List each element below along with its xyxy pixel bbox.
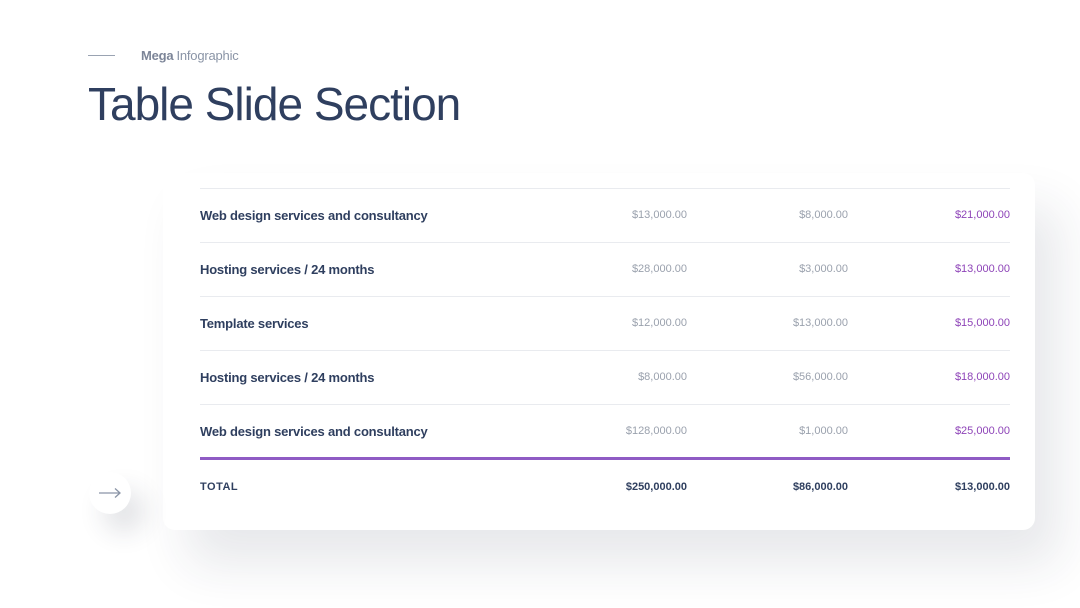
row-value-1: $128,000.00: [625, 425, 687, 437]
row-value-2: $3,000.00: [799, 263, 848, 275]
arrow-right-icon: [99, 488, 121, 498]
row-label: Web design services and consultancy: [200, 424, 428, 439]
table-row: Template services $12,000.00 $13,000.00 …: [200, 297, 1010, 351]
row-value-3: $25,000.00: [954, 425, 1010, 437]
next-button[interactable]: [89, 472, 131, 514]
total-value-2: $86,000.00: [792, 481, 848, 493]
row-label: Hosting services / 24 months: [200, 262, 375, 277]
row-value-3: $13,000.00: [954, 263, 1010, 275]
page-title: Table Slide Section: [88, 78, 461, 130]
row-value-2: $8,000.00: [799, 209, 848, 221]
row-value-3: $15,000.00: [954, 317, 1010, 329]
row-value-1: $12,000.00: [631, 317, 687, 329]
row-label: Hosting services / 24 months: [200, 370, 375, 385]
total-row: TOTAL $250,000.00 $86,000.00 $13,000.00: [200, 460, 1010, 512]
table-row: Web design services and consultancy $128…: [200, 405, 1010, 458]
total-value-3: $13,000.00: [954, 481, 1010, 493]
table-card: [163, 173, 1035, 530]
total-divider: [200, 457, 1010, 460]
eyebrow-subtitle: Infographic: [176, 47, 239, 63]
row-label: Web design services and consultancy: [200, 208, 428, 223]
eyebrow: Mega Infographic: [88, 46, 239, 64]
row-label: Template services: [200, 316, 309, 331]
total-label: TOTAL: [200, 481, 239, 493]
row-value-1: $28,000.00: [631, 263, 687, 275]
eyebrow-line: [88, 54, 115, 56]
eyebrow-brand: Mega: [141, 47, 174, 63]
table-row: Hosting services / 24 months $8,000.00 $…: [200, 351, 1010, 405]
row-value-2: $1,000.00: [799, 425, 848, 437]
total-value-1: $250,000.00: [625, 481, 687, 493]
row-value-2: $13,000.00: [792, 317, 848, 329]
table-row: Web design services and consultancy $13,…: [200, 189, 1010, 243]
row-value-3: $21,000.00: [954, 209, 1010, 221]
row-value-1: $13,000.00: [631, 209, 687, 221]
table-row: Hosting services / 24 months $28,000.00 …: [200, 243, 1010, 297]
row-value-3: $18,000.00: [954, 371, 1010, 383]
row-value-1: $8,000.00: [638, 371, 687, 383]
eyebrow-text: Mega Infographic: [141, 48, 239, 63]
price-table: Web design services and consultancy $13,…: [200, 188, 1010, 512]
row-value-2: $56,000.00: [792, 371, 848, 383]
